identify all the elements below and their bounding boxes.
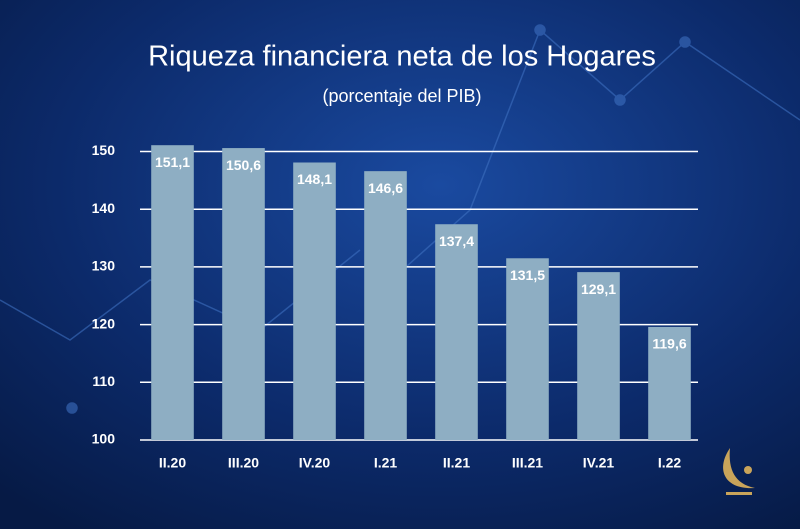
y-tick-label: 130 [92,258,116,274]
x-tick-label: I.22 [658,455,682,471]
value-label: 148,1 [297,171,332,187]
bar [435,224,478,440]
x-tick-label: IV.20 [299,455,331,471]
bar [648,326,691,440]
y-tick-label: 110 [92,373,115,389]
bar [577,272,620,440]
x-tick-label: III.20 [228,455,259,471]
bar [293,162,336,440]
y-tick-label: 120 [92,315,116,331]
value-label: 137,4 [439,233,474,249]
chart-title: Riqueza financiera neta de los Hogares [148,41,656,73]
bar [506,258,549,440]
value-label: 146,6 [368,180,403,196]
x-tick-label: III.21 [512,455,543,471]
value-label: 150,6 [226,157,261,173]
value-label: 131,5 [510,267,545,283]
value-label: 151,1 [155,154,190,170]
value-label: 129,1 [581,281,616,297]
bar [222,148,265,441]
y-tick-label: 100 [92,431,116,447]
bar [364,171,407,440]
x-tick-label: I.21 [374,455,398,471]
bar [151,145,194,440]
y-tick-label: 150 [92,142,116,158]
logo [723,448,755,495]
x-tick-label: II.20 [159,455,186,471]
value-label: 119,6 [652,336,686,352]
x-tick-label: IV.21 [583,455,615,471]
decoration [0,24,800,414]
chart-subtitle: (porcentaje del PIB) [322,86,481,106]
y-tick-label: 140 [92,200,116,216]
x-tick-label: II.21 [443,455,470,471]
